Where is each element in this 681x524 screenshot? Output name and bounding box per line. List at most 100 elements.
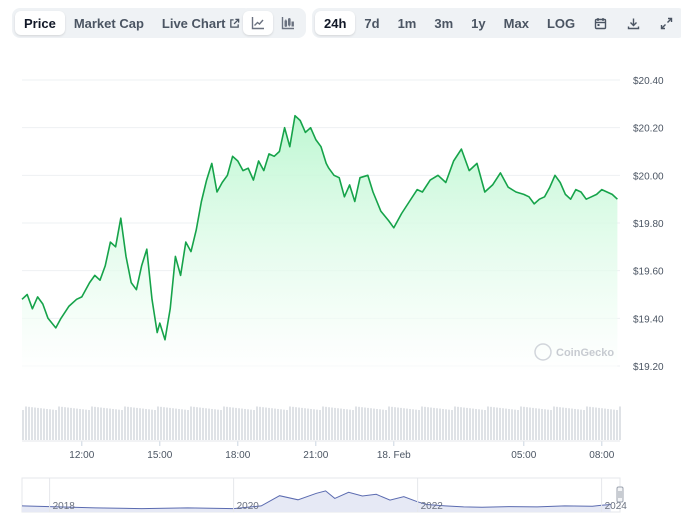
volume-bar <box>307 408 309 440</box>
fullscreen-icon <box>660 17 673 30</box>
fullscreen-button[interactable] <box>650 11 681 35</box>
volume-bar <box>406 408 408 440</box>
volume-bar <box>334 407 336 440</box>
volume-bar <box>91 406 93 440</box>
x-tick-label: 08:00 <box>589 450 614 461</box>
range-3m-button[interactable]: 3m <box>434 15 454 31</box>
volume-bar <box>85 409 87 440</box>
volume-bar <box>568 408 570 440</box>
navigator-line <box>21 490 611 510</box>
volume-bar <box>472 408 474 440</box>
volume-bar <box>184 409 186 440</box>
volume-bar <box>475 408 477 440</box>
volume-bar <box>67 407 69 440</box>
volume-bar <box>577 409 579 440</box>
volume-bar <box>490 406 492 440</box>
range-1m-button[interactable]: 1m <box>397 15 417 31</box>
volume-bar <box>43 408 45 440</box>
volume-bar <box>451 410 453 440</box>
volume-bar <box>484 410 486 440</box>
y-tick-label: $19.40 <box>633 314 664 325</box>
volume-bar <box>394 407 396 440</box>
volume-bar <box>433 407 435 440</box>
volume-bar <box>121 410 123 440</box>
volume-bar <box>523 406 525 440</box>
volume-bar <box>79 408 81 440</box>
volume-bar <box>82 409 84 440</box>
tab-price[interactable]: Price <box>15 11 65 35</box>
x-tick-label: 15:00 <box>147 450 172 461</box>
volume-bar <box>502 408 504 440</box>
y-tick-label: $19.60 <box>633 267 664 278</box>
volume-bar <box>196 407 198 440</box>
volume-bar <box>31 407 33 440</box>
volume-bar <box>439 408 441 440</box>
volume-bar <box>169 407 171 440</box>
volume-bar <box>106 408 108 440</box>
volume-bar <box>373 408 375 440</box>
volume-bar <box>436 408 438 440</box>
volume-bar <box>58 406 60 440</box>
volume-bar <box>346 409 348 440</box>
range-log-button[interactable]: LOG <box>546 15 576 31</box>
volume-bar <box>154 410 156 440</box>
calendar-button[interactable] <box>584 11 617 35</box>
range-1y-button[interactable]: 1y <box>471 15 486 31</box>
volume-bar <box>481 409 483 440</box>
navigator-handle[interactable] <box>616 486 624 503</box>
volume-bar <box>37 407 39 440</box>
volume-bar <box>385 410 387 440</box>
range-max-button[interactable]: Max <box>503 15 529 31</box>
volume-bar <box>100 407 102 440</box>
line-chart-button[interactable] <box>243 11 273 35</box>
volume-bar <box>565 407 567 440</box>
volume-bar <box>34 407 36 440</box>
x-tick-label: 18:00 <box>225 450 250 461</box>
volume-bar <box>214 409 216 440</box>
volume-bar <box>589 406 591 440</box>
volume-bar <box>277 408 279 440</box>
volume-bar <box>460 407 462 440</box>
volume-bar <box>400 407 402 440</box>
volume-bar <box>550 410 552 440</box>
volume-bar <box>325 406 327 440</box>
volume-bar <box>208 408 210 440</box>
volume-bar <box>250 409 252 440</box>
candlestick-chart-button[interactable] <box>273 11 303 35</box>
volume-bar <box>199 407 201 440</box>
volume-bar <box>40 408 42 440</box>
volume-bar <box>361 407 363 440</box>
volume-bar <box>190 406 192 440</box>
range-24h-button[interactable]: 24h <box>315 11 356 35</box>
x-tick-label: 21:00 <box>303 450 328 461</box>
volume-bar <box>595 407 597 440</box>
tab-market-cap[interactable]: Market Cap <box>65 11 153 35</box>
volume-bar <box>130 407 132 440</box>
volume-bar <box>223 406 225 440</box>
volume-bar <box>73 408 75 440</box>
volume-bar <box>160 406 162 440</box>
volume-bar <box>115 409 117 440</box>
volume-bar <box>217 409 219 440</box>
x-tick-label: 05:00 <box>511 450 536 461</box>
volume-bar <box>94 406 96 440</box>
download-button[interactable] <box>617 11 650 35</box>
volume-bar <box>559 407 561 440</box>
volume-bar <box>349 409 351 440</box>
volume-bar <box>178 408 180 440</box>
volume-bar <box>397 407 399 440</box>
volume-bar <box>322 406 324 440</box>
tab-live-chart[interactable]: Live Chart <box>153 11 250 35</box>
x-tick-label: 18. Feb <box>377 450 411 461</box>
volume-bar <box>538 408 540 440</box>
volume-bar <box>454 406 456 440</box>
volume-bar <box>340 408 342 440</box>
volume-bar <box>505 408 507 440</box>
volume-bar <box>166 407 168 440</box>
volume-bar <box>610 409 612 440</box>
range-7d-button[interactable]: 7d <box>364 15 380 31</box>
volume-bar <box>466 407 468 440</box>
volume-bar <box>49 409 51 440</box>
